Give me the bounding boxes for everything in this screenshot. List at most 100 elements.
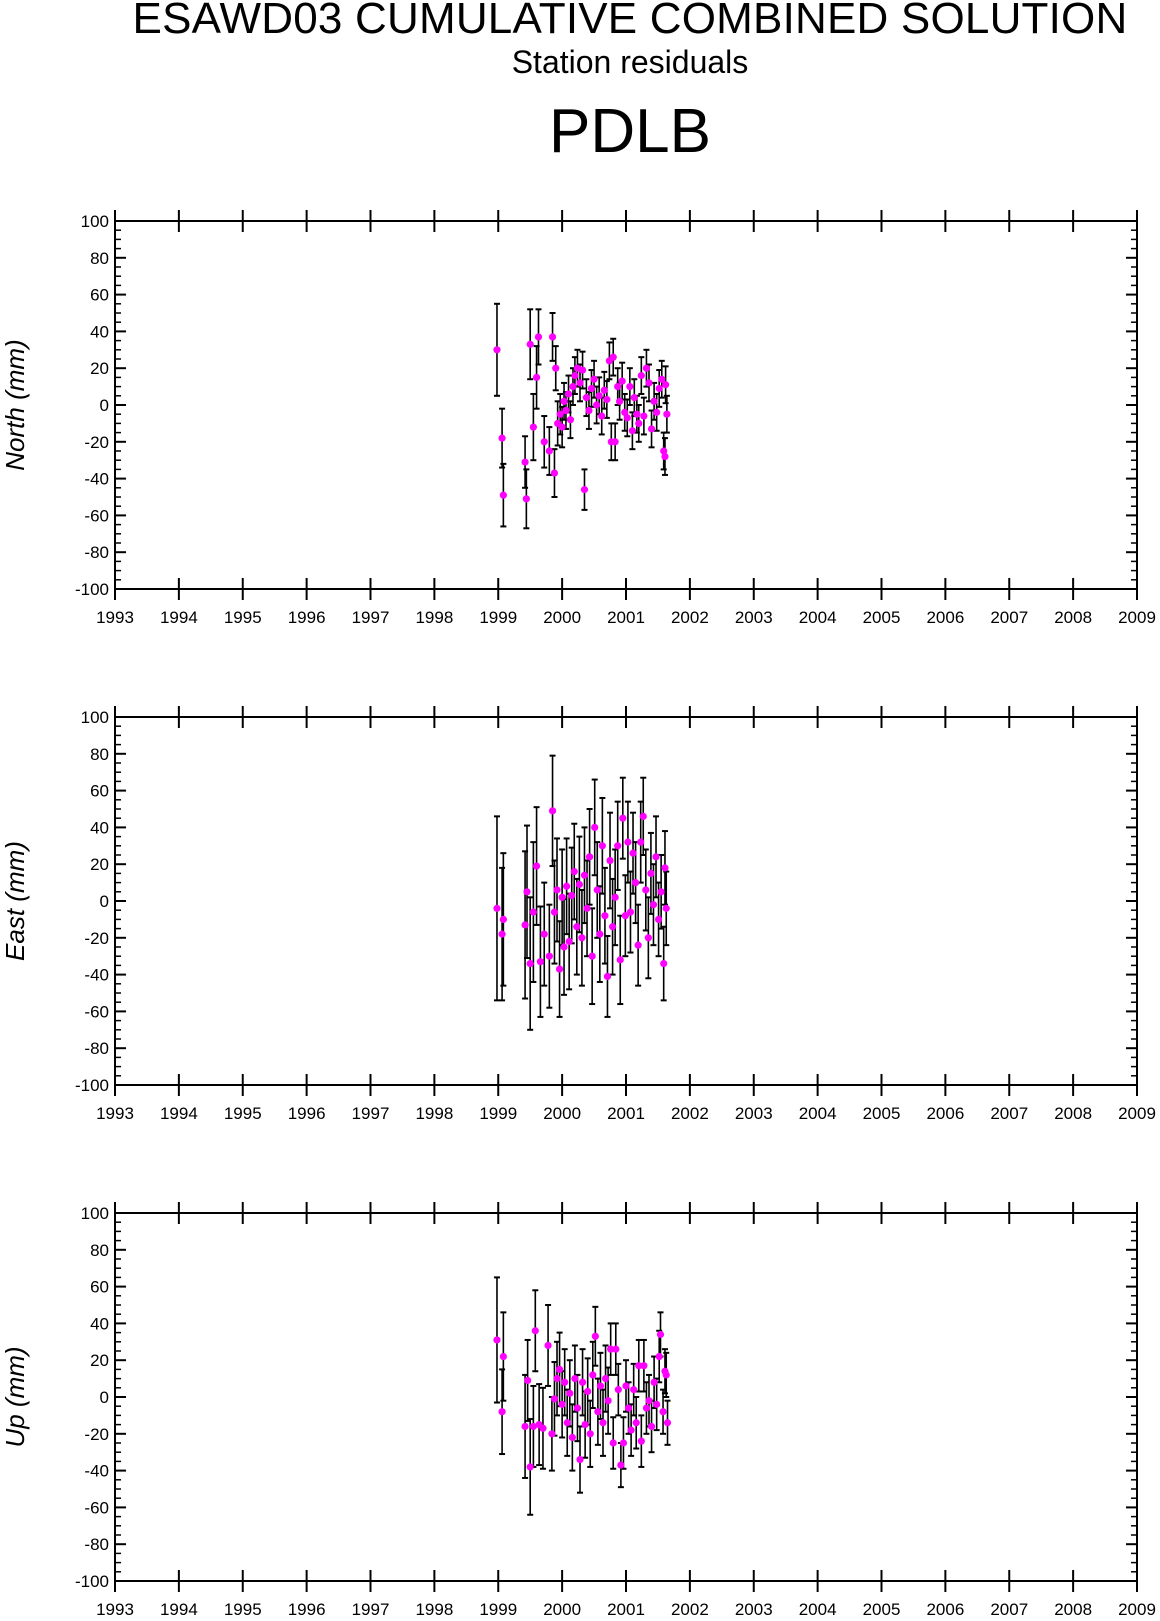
- data-point: [619, 1439, 628, 1447]
- x-tick-label: 2003: [735, 608, 773, 627]
- y-axis-title: East (mm): [0, 841, 30, 961]
- y-tick-label: -60: [84, 1498, 109, 1517]
- data-point: [661, 452, 669, 461]
- x-tick-label: 1994: [160, 1104, 198, 1123]
- data-point: [526, 340, 534, 348]
- data-point: [544, 1341, 552, 1350]
- data-point: [587, 384, 596, 393]
- y-tick-label: -100: [75, 1572, 109, 1591]
- data-point: [647, 425, 656, 433]
- x-tick-label: 2008: [1054, 1104, 1092, 1123]
- data-point: [561, 1378, 569, 1386]
- data-point: [582, 394, 590, 402]
- x-tick-label: 2001: [607, 608, 645, 627]
- y-tick-label: 100: [81, 1204, 109, 1223]
- x-tick-label: 2007: [990, 1600, 1028, 1619]
- data-point: [606, 856, 614, 865]
- data-point: [655, 1352, 663, 1361]
- data-point: [656, 1330, 665, 1339]
- data-point: [623, 414, 631, 422]
- x-tick-label: 2008: [1054, 1600, 1092, 1619]
- data-point: [624, 1404, 633, 1412]
- data-point: [531, 1327, 539, 1335]
- data-point: [657, 888, 665, 896]
- data-point: [649, 901, 658, 909]
- data-point: [660, 447, 668, 455]
- data-point: [529, 908, 537, 916]
- data-point: [532, 862, 541, 870]
- y-tick-label: -80: [84, 1535, 109, 1554]
- data-point: [639, 812, 647, 820]
- data-point: [624, 838, 632, 846]
- chart-main-title: ESAWD03 CUMULATIVE COMBINED SOLUTION: [132, 0, 1128, 43]
- data-point: [571, 1375, 579, 1383]
- data-point: [573, 923, 581, 931]
- x-tick-label: 2006: [926, 608, 964, 627]
- x-tick-label: 2009: [1118, 1600, 1156, 1619]
- x-tick-label: 2009: [1118, 608, 1156, 627]
- y-tick-label: 20: [90, 1351, 109, 1370]
- data-point: [644, 934, 652, 942]
- data-point: [590, 375, 598, 383]
- data-point: [612, 1345, 620, 1353]
- data-point: [564, 390, 573, 398]
- data-point: [642, 1404, 651, 1412]
- data-point: [565, 937, 573, 946]
- data-point: [600, 386, 608, 394]
- data-point: [526, 959, 534, 968]
- x-tick-label: 2005: [863, 1104, 901, 1123]
- x-tick-label: 2006: [926, 1600, 964, 1619]
- y-tick-label: -80: [84, 543, 109, 562]
- data-point: [630, 1386, 638, 1394]
- data-point: [596, 930, 604, 938]
- data-point: [661, 864, 669, 872]
- x-tick-label: 1994: [160, 1600, 198, 1619]
- data-point: [578, 366, 587, 374]
- data-point: [608, 923, 617, 931]
- data-point: [626, 383, 634, 391]
- data-point: [522, 495, 530, 503]
- data-point: [540, 930, 548, 938]
- data-point: [637, 1437, 645, 1445]
- y-tick-label: -80: [84, 1039, 109, 1058]
- chart-subtitle: Station residuals: [511, 44, 749, 80]
- data-point: [493, 904, 501, 912]
- x-tick-label: 2009: [1118, 1104, 1156, 1123]
- data-point: [607, 1345, 615, 1353]
- data-point: [498, 930, 506, 938]
- x-tick-label: 2005: [863, 608, 901, 627]
- data-point: [552, 364, 560, 372]
- y-tick-label: 0: [100, 892, 109, 911]
- data-point: [499, 491, 507, 499]
- data-point: [576, 1455, 584, 1464]
- x-tick-label: 2003: [735, 1600, 773, 1619]
- x-tick-label: 1996: [288, 1104, 326, 1123]
- x-tick-label: 1997: [352, 1600, 390, 1619]
- data-point: [595, 392, 603, 400]
- data-point: [622, 1382, 630, 1390]
- data-point: [601, 912, 609, 920]
- data-point: [529, 1422, 537, 1431]
- y-tick-label: 80: [90, 1241, 109, 1260]
- data-point: [662, 1371, 670, 1379]
- y-tick-label: 60: [90, 286, 109, 305]
- data-point: [553, 886, 561, 894]
- x-tick-label: 2007: [990, 1104, 1028, 1123]
- data-point: [550, 1395, 559, 1403]
- data-point: [556, 410, 564, 418]
- data-point: [571, 371, 579, 380]
- data-point: [604, 1397, 612, 1405]
- x-tick-label: 2001: [607, 1104, 645, 1123]
- x-tick-label: 2002: [671, 1600, 709, 1619]
- data-point: [570, 867, 578, 876]
- y-tick-label: -20: [84, 929, 109, 948]
- x-tick-label: 2008: [1054, 608, 1092, 627]
- data-point: [550, 908, 559, 916]
- data-point: [594, 1408, 602, 1416]
- x-tick-label: 2004: [799, 1600, 837, 1619]
- y-tick-label: 60: [90, 782, 109, 801]
- data-point: [618, 377, 626, 385]
- x-tick-label: 2004: [799, 1104, 837, 1123]
- x-tick-label: 1996: [288, 1600, 326, 1619]
- y-tick-label: 20: [90, 855, 109, 874]
